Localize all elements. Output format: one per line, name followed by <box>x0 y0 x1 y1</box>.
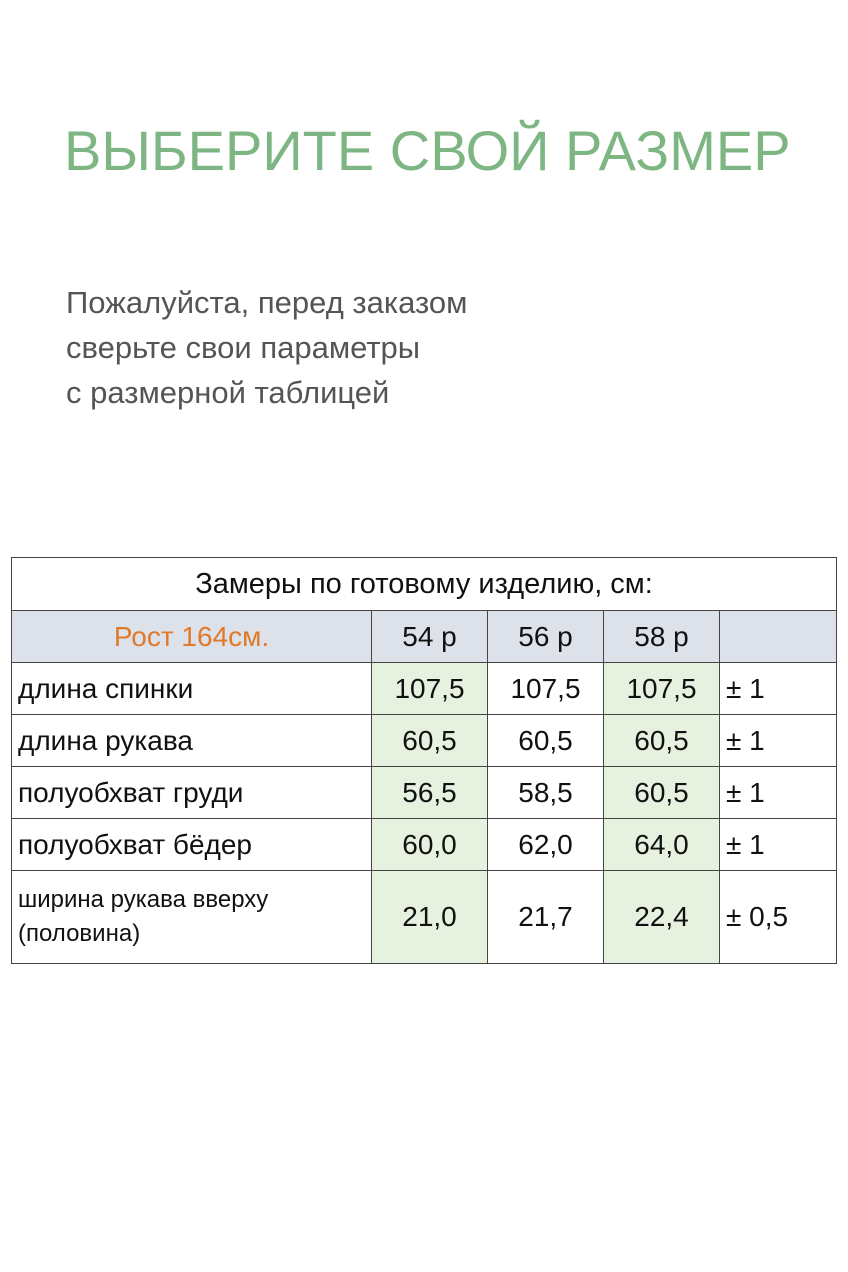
table-row: полуобхват груди 56,5 58,5 60,5 ± 1 <box>11 766 838 819</box>
tolerance: ± 1 <box>718 662 838 715</box>
row-label: ширина рукава вверху (половина) <box>11 870 372 964</box>
table-row: длина спинки 107,5 107,5 107,5 ± 1 <box>11 662 838 715</box>
cell: 60,0 <box>371 818 488 871</box>
cell: 107,5 <box>603 662 720 715</box>
page-title: ВЫБЕРИТЕ СВОЙ РАЗМЕР <box>64 119 791 182</box>
size-header: 56 р <box>487 610 604 663</box>
subtitle: Пожалуйста, перед заказом сверьте свои п… <box>66 280 467 415</box>
table-row: ширина рукава вверху (половина) 21,0 21,… <box>11 870 838 964</box>
tolerance: ± 1 <box>718 818 838 871</box>
cell: 107,5 <box>487 662 604 715</box>
cell: 64,0 <box>603 818 720 871</box>
subtitle-line: сверьте свои параметры <box>66 330 421 365</box>
size-table: Замеры по готовому изделию, см: Рост 164… <box>10 557 838 964</box>
cell: 62,0 <box>487 818 604 871</box>
height-label: Рост 164см. <box>11 610 372 663</box>
tolerance: ± 1 <box>718 714 838 767</box>
row-label: полуобхват бёдер <box>11 818 372 871</box>
tolerance: ± 1 <box>718 766 838 819</box>
subtitle-line: Пожалуйста, перед заказом <box>66 285 468 320</box>
row-label-line: (половина) <box>18 920 141 947</box>
size-header: 58 р <box>603 610 720 663</box>
cell: 60,5 <box>603 714 720 767</box>
size-header: 54 р <box>371 610 488 663</box>
cell: 107,5 <box>371 662 488 715</box>
header-row: Рост 164см. 54 р 56 р 58 р <box>11 610 838 663</box>
cell: 60,5 <box>603 766 720 819</box>
cell: 21,7 <box>487 870 604 964</box>
table-row: полуобхват бёдер 60,0 62,0 64,0 ± 1 <box>11 818 838 871</box>
cell: 58,5 <box>487 766 604 819</box>
cell: 22,4 <box>603 870 720 964</box>
cell: 60,5 <box>487 714 604 767</box>
row-label: полуобхват груди <box>11 766 372 819</box>
cell: 56,5 <box>371 766 488 819</box>
subtitle-line: с размерной таблицей <box>66 375 390 410</box>
tolerance: ± 0,5 <box>718 870 838 964</box>
cell: 60,5 <box>371 714 488 767</box>
table-row: длина рукава 60,5 60,5 60,5 ± 1 <box>11 714 838 767</box>
cell: 21,0 <box>371 870 488 964</box>
row-label: длина рукава <box>11 714 372 767</box>
row-label-line: ширина рукава вверху <box>18 886 269 913</box>
tolerance-header <box>718 610 838 663</box>
table-caption: Замеры по готовому изделию, см: <box>10 557 838 611</box>
row-label: длина спинки <box>11 662 372 715</box>
